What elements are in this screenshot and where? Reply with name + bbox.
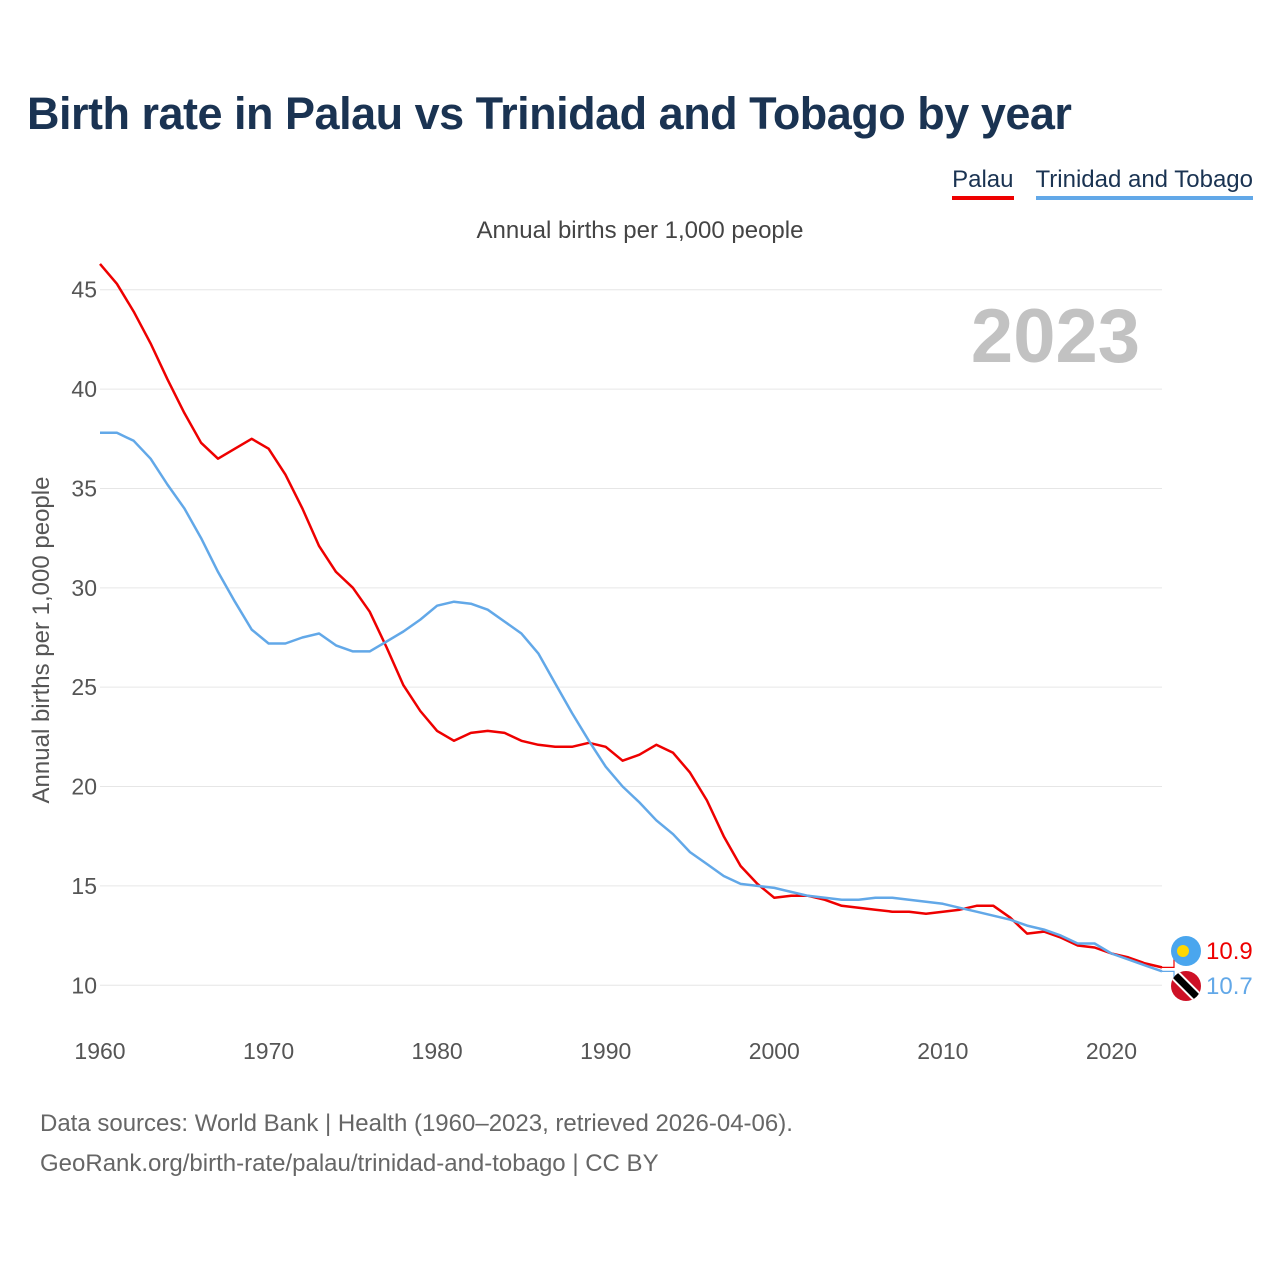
palau-flag-sun	[1177, 945, 1189, 957]
y-tick-label: 35	[71, 475, 97, 501]
footer: Data sources: World Bank | Health (1960–…	[40, 1104, 793, 1184]
footer-source: Data sources: World Bank | Health (1960–…	[40, 1110, 793, 1137]
series-line-palau	[99, 263, 1163, 969]
x-tick-label: 1990	[580, 1038, 631, 1064]
y-tick-label: 25	[71, 674, 97, 700]
x-tick-label: 1980	[412, 1038, 463, 1064]
y-tick-label: 30	[71, 575, 97, 601]
y-tick-label: 20	[71, 774, 97, 800]
legend-item-trinidad-and-tobago[interactable]: Trinidad and Tobago	[1035, 166, 1253, 200]
x-tick-label: 2010	[917, 1038, 968, 1064]
legend: Palau Trinidad and Tobago	[952, 166, 1253, 200]
end-markers: 10.9 10.7	[1162, 936, 1253, 1001]
series-line-trinidad-and-tobago	[100, 431, 1163, 973]
y-axis-ticks: 10 15 20 25 30 35 40 45	[71, 277, 97, 999]
x-axis-ticks: 1960 1970 1980 1990 2000 2010 2020	[74, 1038, 1137, 1064]
x-tick-label: 2000	[749, 1038, 800, 1064]
chart-title: Birth rate in Palau vs Trinidad and Toba…	[27, 88, 1072, 139]
end-value-label-trinidad-and-tobago: 10.7	[1206, 973, 1253, 1000]
y-tick-label: 10	[71, 972, 97, 998]
footer-link[interactable]: GeoRank.org/birth-rate/palau/trinidad-an…	[40, 1150, 659, 1177]
y-tick-label: 15	[71, 873, 97, 899]
year-watermark: 2023	[971, 294, 1140, 379]
x-tick-label: 2020	[1086, 1038, 1137, 1064]
y-tick-label: 40	[71, 376, 97, 402]
end-value-label-palau: 10.9	[1206, 938, 1253, 965]
x-tick-label: 1960	[74, 1038, 125, 1064]
legend-item-palau[interactable]: Palau	[952, 166, 1014, 200]
x-tick-label: 1970	[243, 1038, 294, 1064]
trinidad-and-tobago-flag-icon	[1171, 971, 1201, 1001]
chart-subtitle: Annual births per 1,000 people	[476, 217, 804, 244]
series-lines	[99, 263, 1163, 973]
y-tick-label: 45	[71, 277, 97, 303]
grid-lines	[100, 289, 1162, 986]
